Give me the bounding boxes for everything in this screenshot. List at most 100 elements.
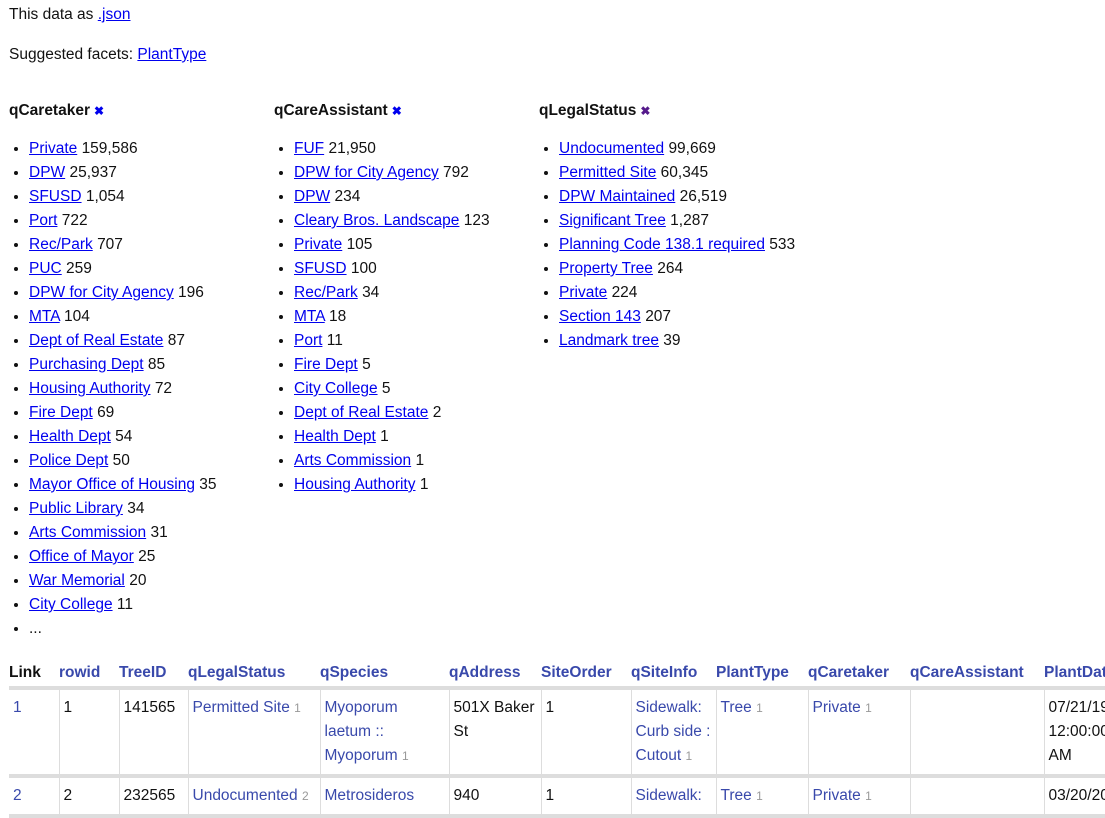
facet-item-link[interactable]: Port <box>29 212 57 229</box>
facet-item-link[interactable]: Health Dept <box>294 428 376 445</box>
facet-item-link[interactable]: Fire Dept <box>294 356 358 373</box>
caretaker-link[interactable]: Private <box>813 699 861 716</box>
facet-count: 1 <box>756 701 763 715</box>
column-header-qCaretaker[interactable]: qCaretaker <box>808 660 910 688</box>
facet-item-link[interactable]: Port <box>294 332 322 349</box>
facet-item-link[interactable]: Dept of Real Estate <box>29 332 163 349</box>
facet-title: qCareAssistant✖ <box>274 102 539 120</box>
facet-count: 159,586 <box>82 140 138 157</box>
column-header-SiteOrder[interactable]: SiteOrder <box>541 660 631 688</box>
facet-item-link[interactable]: Property Tree <box>559 260 653 277</box>
row-link[interactable]: 1 <box>13 699 22 716</box>
facet-count: 234 <box>334 188 360 205</box>
column-header-qSiteInfo[interactable]: qSiteInfo <box>631 660 716 688</box>
facet-item: Section 143 207 <box>559 305 804 329</box>
address: 501X Baker St <box>454 699 535 740</box>
column-header-PlantDate[interactable]: PlantDate <box>1044 660 1105 688</box>
facet-item-link[interactable]: DPW for City Agency <box>294 164 439 181</box>
facet-item-link[interactable]: Purchasing Dept <box>29 356 144 373</box>
facet-item-link[interactable]: Landmark tree <box>559 332 659 349</box>
facet-item-link[interactable]: FUF <box>294 140 324 157</box>
facet-item-link[interactable]: PUC <box>29 260 62 277</box>
facet-item-link[interactable]: Housing Authority <box>294 476 416 493</box>
remove-facet-icon[interactable]: ✖ <box>94 104 104 118</box>
facet-item-link[interactable]: Mayor Office of Housing <box>29 476 195 493</box>
facet-item-link[interactable]: SFUSD <box>294 260 347 277</box>
column-header-TreeID[interactable]: TreeID <box>119 660 188 688</box>
site-info-link[interactable]: Sidewalk: Curb side : Cutout <box>636 699 711 764</box>
plant-date: 07/21/19 12:00:00 AM <box>1049 699 1105 764</box>
site-info-link[interactable]: Sidewalk: <box>636 787 702 804</box>
facet-item: Permitted Site 60,345 <box>559 161 804 185</box>
facet-item-link[interactable]: Private <box>294 236 342 253</box>
facet-item: PUC 259 <box>29 257 274 281</box>
facet-item: Dept of Real Estate 87 <box>29 329 274 353</box>
facet-item-link[interactable]: MTA <box>294 308 325 325</box>
facet-title: qLegalStatus✖ <box>539 102 804 120</box>
species-link[interactable]: Myoporum laetum :: Myoporum <box>325 699 398 764</box>
facet-item-link[interactable]: DPW <box>29 164 65 181</box>
facet-item-link[interactable]: Health Dept <box>29 428 111 445</box>
facet-item-link[interactable]: Planning Code 138.1 required <box>559 236 765 253</box>
json-link[interactable]: .json <box>98 6 131 23</box>
column-header-qLegalStatus[interactable]: qLegalStatus <box>188 660 320 688</box>
column-header-rowid[interactable]: rowid <box>59 660 119 688</box>
facet-item-link[interactable]: DPW for City Agency <box>29 284 174 301</box>
facet-item-link[interactable]: Significant Tree <box>559 212 666 229</box>
facet-count: 31 <box>150 524 167 541</box>
facet-item-link[interactable]: Office of Mayor <box>29 548 134 565</box>
facet-item-link[interactable]: DPW Maintained <box>559 188 675 205</box>
facet-item-link[interactable]: Rec/Park <box>29 236 93 253</box>
facet-item-link[interactable]: Rec/Park <box>294 284 358 301</box>
facet-item-link[interactable]: City College <box>29 596 113 613</box>
facet-count: 5 <box>382 380 391 397</box>
facet-qCaretaker: qCaretaker✖Private 159,586DPW 25,937SFUS… <box>9 102 274 641</box>
facet-item-link[interactable]: Undocumented <box>559 140 664 157</box>
facet-item-link[interactable]: SFUSD <box>29 188 82 205</box>
facet-item-link[interactable]: MTA <box>29 308 60 325</box>
facet-title-text: qCaretaker <box>9 102 90 119</box>
facet-item-link[interactable]: Arts Commission <box>294 452 411 469</box>
facet-item-link[interactable]: Private <box>559 284 607 301</box>
tree-id: 232565 <box>124 787 176 804</box>
legal-status-link[interactable]: Permitted Site <box>193 699 290 716</box>
row-link[interactable]: 2 <box>13 787 22 804</box>
facet-item-link[interactable]: Housing Authority <box>29 380 151 397</box>
facet-item-link[interactable]: Fire Dept <box>29 404 93 421</box>
column-header-qCareAssistant[interactable]: qCareAssistant <box>910 660 1044 688</box>
facet-list: Private 159,586DPW 25,937SFUSD 1,054Port… <box>9 137 274 641</box>
facet-item-link[interactable]: Permitted Site <box>559 164 656 181</box>
facet-item-link[interactable]: Public Library <box>29 500 123 517</box>
suggested-facet-planttype[interactable]: PlantType <box>137 46 206 63</box>
column-header-qAddress[interactable]: qAddress <box>449 660 541 688</box>
facet-item-link[interactable]: War Memorial <box>29 572 125 589</box>
remove-facet-icon[interactable]: ✖ <box>640 104 650 118</box>
facet-item-link[interactable]: Private <box>29 140 77 157</box>
facet-item: Port 11 <box>294 329 539 353</box>
plant-type-link[interactable]: Tree <box>721 699 752 716</box>
facet-count: 99,669 <box>668 140 715 157</box>
plant-type-link[interactable]: Tree <box>721 787 752 804</box>
facet-item-link[interactable]: Cleary Bros. Landscape <box>294 212 459 229</box>
facet-count: 104 <box>64 308 90 325</box>
caretaker-link[interactable]: Private <box>813 787 861 804</box>
facet-item: Rec/Park 707 <box>29 233 274 257</box>
facet-item-link[interactable]: Arts Commission <box>29 524 146 541</box>
facet-item: Private 105 <box>294 233 539 257</box>
facet-count: 34 <box>362 284 379 301</box>
remove-facet-icon[interactable]: ✖ <box>392 104 402 118</box>
facet-item-link[interactable]: Dept of Real Estate <box>294 404 428 421</box>
species-link[interactable]: Metrosideros <box>325 787 415 804</box>
facet-item-link[interactable]: Section 143 <box>559 308 641 325</box>
column-header-qSpecies[interactable]: qSpecies <box>320 660 449 688</box>
column-header-PlantType[interactable]: PlantType <box>716 660 808 688</box>
facet-item-link[interactable]: DPW <box>294 188 330 205</box>
facet-item-link[interactable]: City College <box>294 380 378 397</box>
facet-count: 25 <box>138 548 155 565</box>
facet-count: 196 <box>178 284 204 301</box>
legal-status-link[interactable]: Undocumented <box>193 787 298 804</box>
facet-item: Police Dept 50 <box>29 449 274 473</box>
facet-item-link[interactable]: Police Dept <box>29 452 108 469</box>
facet-item: DPW for City Agency 792 <box>294 161 539 185</box>
